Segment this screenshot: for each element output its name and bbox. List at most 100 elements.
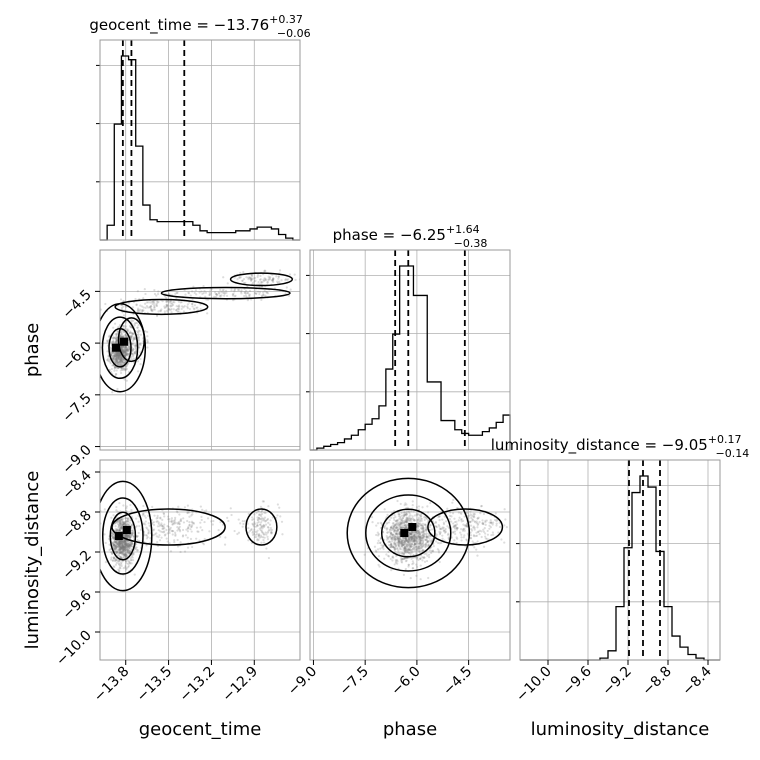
sample-point: [191, 302, 194, 306]
sample-point: [126, 534, 129, 537]
sample-point: [410, 541, 413, 544]
sample-point: [403, 521, 406, 525]
sample-point: [119, 552, 122, 555]
sample-point: [120, 540, 123, 543]
sample-point: [130, 541, 133, 544]
sample-point: [119, 542, 123, 545]
sample-point: [161, 518, 164, 521]
sample-point: [423, 532, 426, 535]
sample-point: [111, 391, 114, 394]
sample-point: [180, 307, 183, 311]
sample-point: [399, 518, 403, 521]
sample-point: [401, 514, 404, 517]
sample-point: [409, 533, 413, 536]
sample-point: [125, 542, 128, 545]
sample-point: [402, 527, 405, 530]
sample-point: [122, 546, 125, 549]
sample-point: [401, 519, 404, 522]
sample-point: [404, 536, 407, 540]
sample-point: [256, 537, 259, 541]
sample-point: [411, 551, 414, 554]
sample-point: [166, 310, 169, 314]
sample-point: [490, 534, 493, 537]
sample-point: [116, 542, 119, 546]
sample-point: [481, 521, 485, 524]
sample-point: [231, 294, 235, 297]
sample-point: [153, 304, 156, 307]
sample-point: [134, 350, 137, 353]
sample-point: [125, 349, 129, 353]
sample-point: [153, 292, 157, 296]
sample-point: [402, 547, 405, 550]
sample-point: [422, 535, 425, 538]
sample-point: [123, 347, 126, 350]
sample-point: [192, 522, 195, 525]
sample-point: [250, 528, 253, 531]
sample-point: [128, 551, 131, 554]
sample-point: [122, 368, 125, 372]
sample-point: [112, 336, 115, 339]
sample-point: [400, 552, 403, 555]
sample-point: [121, 548, 124, 551]
sample-point: [119, 359, 122, 362]
sample-point: [128, 561, 131, 564]
sample-point: [382, 545, 385, 548]
sample-point: [124, 534, 127, 538]
sample-point: [120, 549, 123, 552]
sample-point: [468, 521, 472, 524]
sample-point: [196, 306, 199, 309]
sample-point: [251, 522, 254, 525]
sample-point: [115, 550, 119, 553]
sample-point: [124, 548, 127, 551]
sample-point: [266, 538, 270, 541]
sample-point: [413, 514, 417, 517]
sample-point: [393, 514, 396, 517]
sample-point: [441, 526, 444, 529]
sample-point: [210, 520, 213, 523]
sample-point: [500, 538, 503, 541]
sample-point: [126, 549, 129, 552]
sample-point: [410, 545, 413, 548]
sample-point: [118, 527, 121, 531]
sample-point: [473, 526, 476, 529]
sample-point: [120, 563, 123, 566]
sample-point: [405, 538, 408, 542]
sample-point: [406, 543, 409, 546]
sample-point: [122, 548, 125, 551]
sample-point: [116, 529, 119, 532]
sample-point: [126, 551, 129, 554]
sample-point: [407, 540, 410, 544]
sample-point: [129, 543, 132, 546]
sample-point: [117, 542, 120, 545]
sample-point: [191, 290, 194, 293]
sample-point: [375, 550, 378, 553]
sample-point: [420, 546, 423, 549]
sample-point: [152, 308, 155, 311]
histogram-panel-phase: phase = −6.25+1.64 −0.38: [306, 223, 511, 451]
sample-point: [176, 310, 179, 313]
sample-point: [429, 501, 432, 505]
sample-point: [123, 347, 126, 351]
sample-point: [246, 291, 249, 295]
histogram-step-geocent_time: [100, 55, 300, 241]
sample-point: [388, 535, 391, 539]
sample-point: [156, 301, 159, 304]
sample-point: [469, 536, 472, 540]
sample-point: [405, 518, 409, 522]
sample-point: [123, 549, 126, 552]
sample-point: [123, 521, 126, 524]
sample-point: [119, 357, 122, 360]
sample-point: [391, 559, 394, 562]
sample-point: [388, 518, 391, 522]
sample-point: [439, 531, 442, 534]
sample-point: [412, 519, 415, 522]
sample-point: [425, 533, 428, 536]
sample-point: [394, 538, 398, 541]
sample-point: [382, 544, 385, 547]
sample-point: [120, 543, 124, 546]
sample-point: [415, 531, 419, 534]
sample-point: [392, 524, 395, 527]
sample-point: [126, 535, 129, 539]
sample-point: [170, 304, 173, 307]
sample-point: [114, 357, 118, 361]
